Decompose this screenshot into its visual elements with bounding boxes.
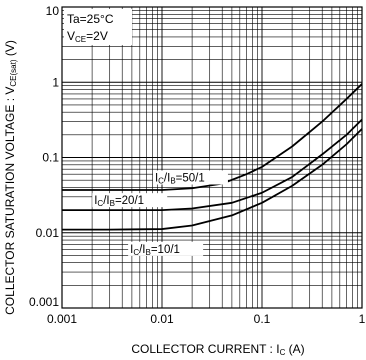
y-tick-label: 0.1 [42, 151, 59, 165]
series-lines [62, 83, 363, 231]
y-tick-label: 0.001 [29, 295, 59, 309]
series-label-bg [128, 241, 204, 256]
series-label-3: IC/IB=10/1 [130, 244, 180, 257]
series-label-bg [92, 193, 168, 208]
x-tick-label: 0.001 [47, 312, 77, 326]
y-tick-labels: 10 1 0.1 0.01 0.001 [29, 4, 59, 309]
x-axis-label: COLLECTOR CURRENT : IC (A) [131, 342, 304, 357]
series-label-bg [152, 170, 228, 185]
x-tick-label: 1 [359, 312, 366, 326]
conditions-text: Ta=25°C VCE=2V [67, 12, 114, 44]
series-line-1 [62, 83, 363, 191]
condition-1: Ta=25°C [67, 12, 114, 26]
series-label-1: IC/IB=50/1 [155, 172, 205, 185]
x-tick-label: 0.01 [150, 312, 174, 326]
grid-lines [62, 7, 362, 308]
series-labels: IC/IB=50/1 IC/IB=20/1 IC/IB=10/1 [92, 170, 228, 257]
y-tick-label: 0.01 [36, 226, 60, 240]
condition-2: VCE=2V [67, 29, 108, 44]
series-line-3 [62, 128, 363, 231]
x-tick-label: 0.1 [254, 312, 271, 326]
y-tick-label: 1 [52, 75, 59, 89]
y-axis-label: COLLECTOR SATURATION VOLTAGE : VCE(sat) … [3, 40, 18, 315]
y-tick-label: 10 [46, 4, 60, 18]
conditions-box [64, 9, 132, 45]
x-tick-labels: 0.001 0.01 0.1 1 [47, 312, 366, 326]
series-label-2: IC/IB=20/1 [94, 195, 144, 208]
series-line-2 [62, 118, 363, 211]
